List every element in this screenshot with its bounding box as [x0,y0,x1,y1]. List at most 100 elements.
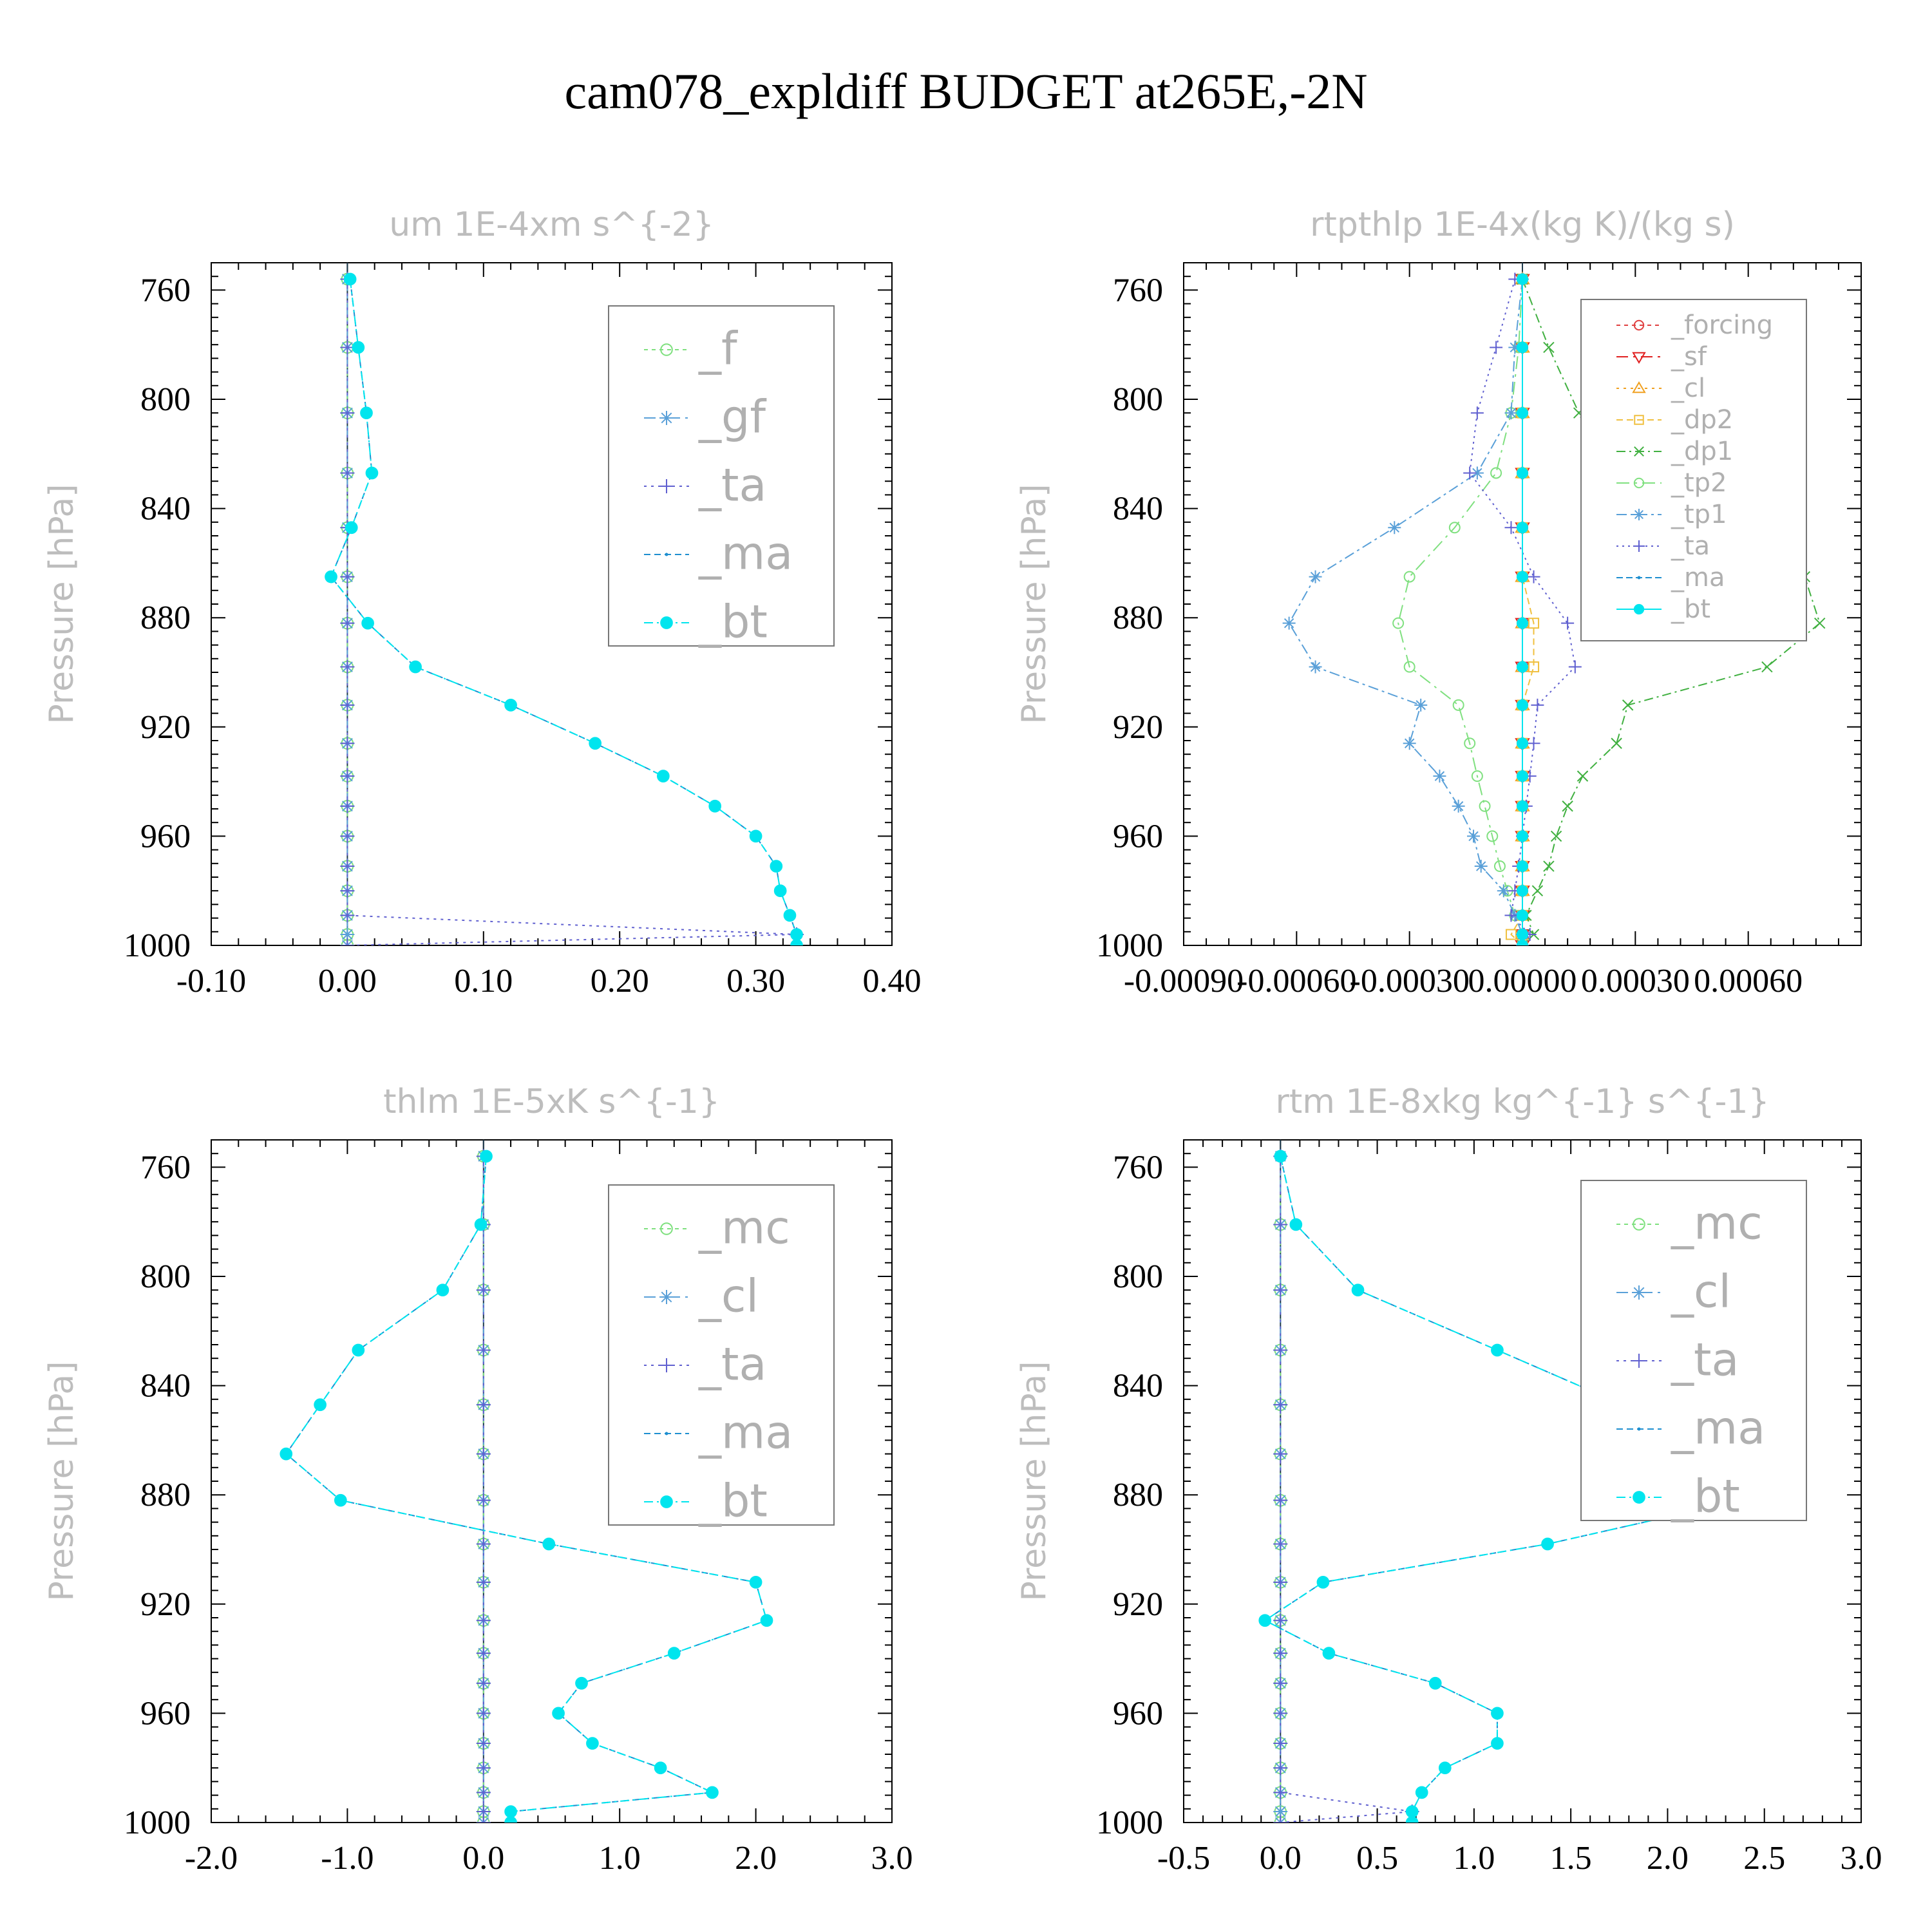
legend-label: _f [698,322,738,375]
data-point [1517,467,1528,479]
data-point [340,697,355,712]
data-point [340,938,355,945]
data-point [1517,273,1528,285]
x-tick-label: 0.10 [454,963,513,999]
legend-entry: _gf [644,390,766,443]
data-point [352,1343,365,1357]
data-point [360,406,373,420]
series-line [330,279,798,945]
data-point [1491,1707,1504,1720]
data-point [476,1785,491,1800]
data-point [1471,770,1483,782]
legend-label: _dp1 [1671,437,1733,466]
legend-entry: _ta [1616,1333,1739,1386]
chart-panel-1: um 1E-4xm s^{-2} Pressure [hPa] 760 800 840 8… [43,205,922,999]
series-tp2 [1392,273,1528,945]
data-point [325,570,337,583]
data-point [1289,1218,1303,1231]
x-tick-label: 0.00 [318,963,377,999]
data-point [1258,1614,1272,1627]
data-point [1448,522,1461,534]
data-point [1403,737,1416,750]
data-point [1491,1343,1504,1357]
y-tick-label: 920 [1113,709,1163,746]
legend-label: _tp1 [1671,500,1727,529]
data-point [542,1537,556,1551]
legend-entry: _bt [1616,1470,1740,1522]
legend-label: _bt [1671,1470,1740,1522]
data-point [340,799,355,813]
data-point [476,1676,491,1690]
y-tick-label: 840 [1113,491,1163,527]
y-axis-label: Pressure [hPa] [1015,1361,1054,1602]
legend-entry: _mc [1616,1197,1763,1249]
data-point [1517,909,1528,922]
data-point [1517,737,1528,750]
data-point [1814,617,1826,629]
data-point [1550,830,1562,842]
data-point [340,908,355,923]
data-point [1517,699,1528,711]
legend-entry: _tp2 [1616,468,1727,498]
legend: _mc _cl _ta _ma _bt [1580,1180,1807,1522]
data-point [1517,885,1528,897]
legend-box [608,305,835,647]
data-point [1273,1446,1288,1461]
data-point [1403,661,1416,673]
data-point [770,860,783,873]
x-tick-label: -1.0 [321,1840,374,1877]
x-tick-label: -0.10 [176,963,246,999]
data-point [708,799,722,813]
data-point [504,1805,517,1818]
series-tp1 [1282,272,1529,945]
x-tick-label: -0.5 [1157,1840,1210,1877]
data-point [476,1575,491,1589]
legend-entry: _ma [644,1406,793,1459]
data-point [706,1786,719,1799]
data-point [314,1398,327,1412]
x-tick-label: 0.30 [726,963,785,999]
legend: _mc _cl _ta _ma _bt [608,1184,835,1527]
y-tick-label: 840 [140,1368,191,1405]
series-bt [279,1150,773,1823]
data-point [1282,616,1296,630]
data-point [1491,1737,1504,1750]
y-tick-label: 920 [140,709,191,746]
legend-label: _ma [698,1406,793,1459]
data-point [1433,770,1446,783]
data-point [340,736,355,751]
data-point [476,1283,491,1298]
data-point [1273,1761,1288,1776]
legend-label: _forcing [1671,310,1773,340]
series-group [279,1149,773,1823]
y-tick-label: 880 [140,600,191,636]
legend-label: _ma [698,527,793,580]
data-point [334,1493,347,1507]
data-point [1415,1786,1428,1799]
data-point [1273,1575,1288,1589]
y-axis-label: Pressure [hPa] [43,484,81,724]
y-tick-label: 800 [1113,1258,1163,1295]
data-point [476,1446,491,1461]
legend-entry: _f [644,322,738,375]
data-point [1322,1647,1336,1660]
legend-entry: _cl [644,1269,759,1322]
y-tick-label: 1000 [1096,927,1163,964]
data-point [1490,341,1503,354]
data-point [1273,1537,1288,1551]
data-point [1273,1343,1288,1358]
data-point [340,466,355,480]
y-tick-label: 960 [1113,1695,1163,1732]
data-point [504,1816,517,1823]
data-point [1273,1804,1288,1819]
data-point [1577,770,1589,782]
data-point [1541,1537,1554,1551]
data-point [1273,1646,1288,1661]
data-point [1517,407,1528,419]
y-axis-label: Pressure [hPa] [43,1361,81,1602]
legend-entry: _tp1 [1616,500,1727,529]
data-point [340,829,355,844]
data-point [279,1447,293,1461]
legend-label: _tp2 [1671,468,1727,498]
